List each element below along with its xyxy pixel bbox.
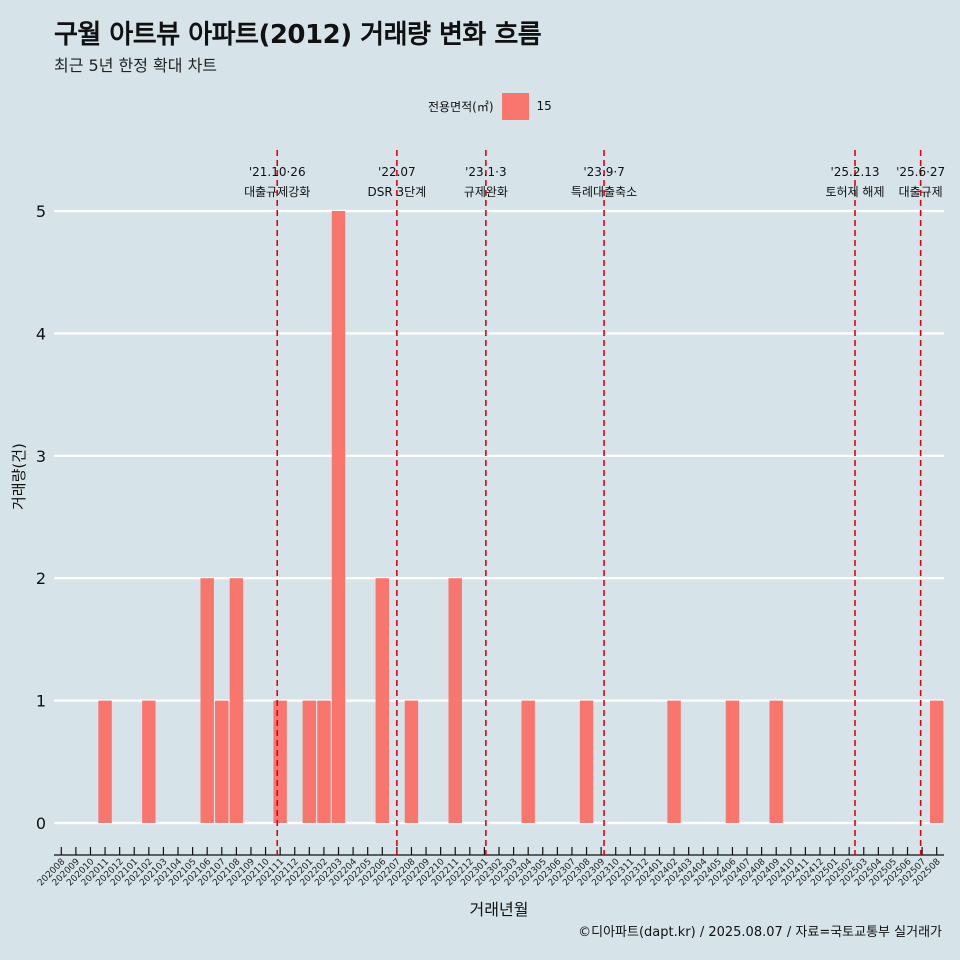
- bar: [448, 578, 462, 823]
- chart-title: 구월 아트뷰 아파트(2012) 거래량 변화 흐름: [54, 20, 542, 50]
- source-caption: ©디아파트(dapt.kr) / 2025.08.07 / 자료=국토교통부 실…: [578, 925, 942, 940]
- bar: [229, 578, 244, 823]
- event-date-label: '25.6·27: [896, 165, 945, 179]
- event-label: 특례대출축소: [571, 185, 637, 199]
- event-date-label: '23.1·3: [465, 165, 506, 179]
- x-axis-label: 거래년월: [469, 900, 529, 919]
- y-tick-label: 3: [36, 447, 46, 466]
- bar: [404, 700, 419, 823]
- bar: [98, 700, 112, 823]
- bar: [521, 700, 535, 823]
- bar: [667, 700, 681, 823]
- event-label: 토허제 해제: [825, 185, 884, 199]
- bar: [929, 700, 944, 823]
- event-date-label: '22.07: [378, 165, 416, 179]
- bar: [331, 211, 346, 823]
- event-date-label: '25.2.13: [830, 165, 879, 179]
- bar: [142, 700, 156, 823]
- y-tick-label: 1: [36, 692, 46, 711]
- chart-subtitle: 최근 5년 한정 확대 차트: [54, 56, 218, 75]
- event-label: DSR 3단계: [368, 185, 427, 199]
- y-tick-label: 4: [36, 324, 46, 343]
- event-label: 대출규제강화: [244, 185, 310, 199]
- y-tick-label: 5: [36, 202, 46, 221]
- bar: [769, 700, 783, 823]
- event-label: 대출규제: [899, 185, 943, 199]
- event-date-label: '23.9·7: [583, 165, 624, 179]
- legend-swatch: [501, 92, 529, 120]
- y-tick-label: 0: [36, 814, 46, 833]
- bar: [317, 700, 331, 823]
- bar: [375, 578, 389, 823]
- event-label: 규제완화: [464, 185, 508, 199]
- bar: [273, 700, 287, 823]
- y-tick-label: 2: [36, 569, 46, 588]
- event-date-label: '21.10·26: [249, 165, 306, 179]
- legend-item-label: 15: [536, 99, 552, 113]
- bar: [302, 700, 317, 823]
- bar: [200, 578, 214, 823]
- bar: [725, 700, 740, 823]
- legend: 전용면적(㎡) 15: [428, 92, 552, 120]
- legend-title: 전용면적(㎡): [428, 99, 494, 114]
- bar: [215, 700, 229, 823]
- bar: [579, 700, 594, 823]
